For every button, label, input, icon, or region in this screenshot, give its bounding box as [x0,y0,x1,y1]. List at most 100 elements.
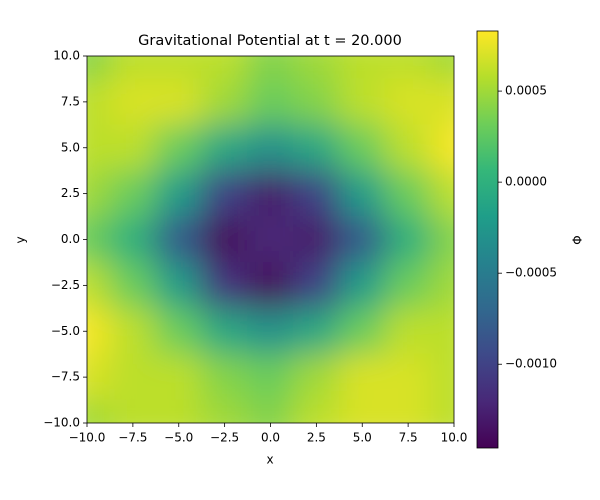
heatmap-cell [430,399,454,423]
plot-area [87,56,454,423]
heatmap-cell [87,78,111,126]
heatmap-cell [430,124,454,172]
x-tick-label: 2.5 [307,431,326,445]
heatmap-cell [201,261,249,309]
heatmap-cell [109,307,157,355]
heatmap-cell [201,399,249,423]
heatmap-cell [109,261,157,309]
heatmap-cell [201,353,249,401]
colorbar-tick-label: −0.0005 [505,266,557,280]
heatmap-cell [247,353,294,401]
x-tick-label: 0.0 [261,431,280,445]
y-tick-label: 2.5 [61,186,80,200]
colorbar-label: Φ [571,235,585,244]
heatmap-cell [384,216,432,263]
heatmap-cell [87,307,111,355]
heatmap-cell [292,78,340,126]
heatmap-cell [155,399,203,423]
heatmap-cell [109,170,157,218]
heatmap-cell [109,353,157,401]
x-tick-label: 5.0 [353,431,372,445]
colorbar-tick-label: −0.0010 [505,357,557,371]
heatmap-cell [384,261,432,309]
colorbar-tick-label: 0.0000 [505,175,547,189]
heatmap-cell [292,56,340,80]
heatmap-cell [338,261,386,309]
colorbar-tick-label: 0.0005 [505,84,547,98]
y-tick-label: −7.5 [51,370,80,384]
heatmap-cell [247,261,294,309]
heatmap-cell [430,170,454,218]
heatmap-cell [155,170,203,218]
x-axis-label: x [266,453,273,467]
heatmap-cell [338,399,386,423]
y-tick-label: 0.0 [61,232,80,246]
heatmap-cell [292,170,340,218]
heatmap-cell [87,216,111,263]
heatmap-cell [430,353,454,401]
heatmap-cell [201,78,249,126]
heatmap-cell [87,353,111,401]
heatmap-cell [247,124,294,172]
heatmap-cell [338,216,386,263]
y-tick-label: 5.0 [61,140,80,154]
chart-title: Gravitational Potential at t = 20.000 [138,33,402,49]
heatmap-cell [384,307,432,355]
heatmap-cell [338,353,386,401]
heatmap-cell [201,170,249,218]
heatmap-cell [338,124,386,172]
heatmap-cell [155,307,203,355]
heatmap-cell [155,78,203,126]
heatmap-cell [430,56,454,80]
heatmap-cell [155,353,203,401]
heatmap-cell [292,353,340,401]
heatmap-cell [292,216,340,263]
heatmap-cell [292,261,340,309]
x-tick-label: −7.5 [118,431,147,445]
heatmap-cell [292,124,340,172]
y-tick-label: 7.5 [61,94,80,108]
heatmap-cell [338,307,386,355]
heatmap-cell [155,261,203,309]
x-tick-label: 10.0 [441,431,468,445]
heatmap-cell [384,124,432,172]
heatmap-cell [292,307,340,355]
heatmap-cell [109,78,157,126]
y-tick-label: −5.0 [51,324,80,338]
y-axis-label: y [14,236,28,243]
heatmap-cell [109,399,157,423]
heatmap-cell [87,124,111,172]
heatmap-cell [384,78,432,126]
colorbar [476,30,499,449]
heatmap-cell [109,216,157,263]
heatmap-cell [247,399,294,423]
heatmap-cell [247,170,294,218]
heatmap-cell [338,56,386,80]
heatmap-cell [430,261,454,309]
heatmap-cell [87,56,111,80]
heatmap-cell [384,56,432,80]
heatmap-cell [201,307,249,355]
heatmap [87,56,454,423]
x-tick-label: −5.0 [164,431,193,445]
heatmap-cell [338,170,386,218]
heatmap-cell [247,307,294,355]
heatmap-cell [201,216,249,263]
heatmap-cell [292,399,340,423]
heatmap-cell [201,124,249,172]
heatmap-cell [430,78,454,126]
heatmap-cell [87,399,111,423]
x-tick-label: −10.0 [69,431,106,445]
heatmap-cell [384,399,432,423]
heatmap-cell [155,216,203,263]
heatmap-cell [109,56,157,80]
heatmap-cell [384,353,432,401]
x-tick-label: 7.5 [399,431,418,445]
heatmap-cell [247,56,294,80]
heatmap-cell [247,78,294,126]
heatmap-cell [384,170,432,218]
heatmap-cell [430,307,454,355]
x-tick-label: −2.5 [210,431,239,445]
heatmap-cell [247,216,294,263]
